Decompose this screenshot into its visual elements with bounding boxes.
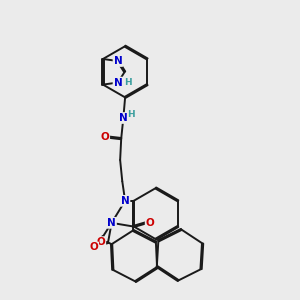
Text: N: N <box>107 218 116 228</box>
Text: O: O <box>97 237 105 247</box>
Text: H: H <box>124 78 132 87</box>
Text: H: H <box>127 110 135 119</box>
Text: N: N <box>119 113 128 123</box>
Text: O: O <box>89 242 98 252</box>
Text: N: N <box>113 77 122 88</box>
Text: N: N <box>121 196 130 206</box>
Text: O: O <box>100 132 109 142</box>
Text: O: O <box>146 218 154 228</box>
Text: N: N <box>113 56 122 66</box>
